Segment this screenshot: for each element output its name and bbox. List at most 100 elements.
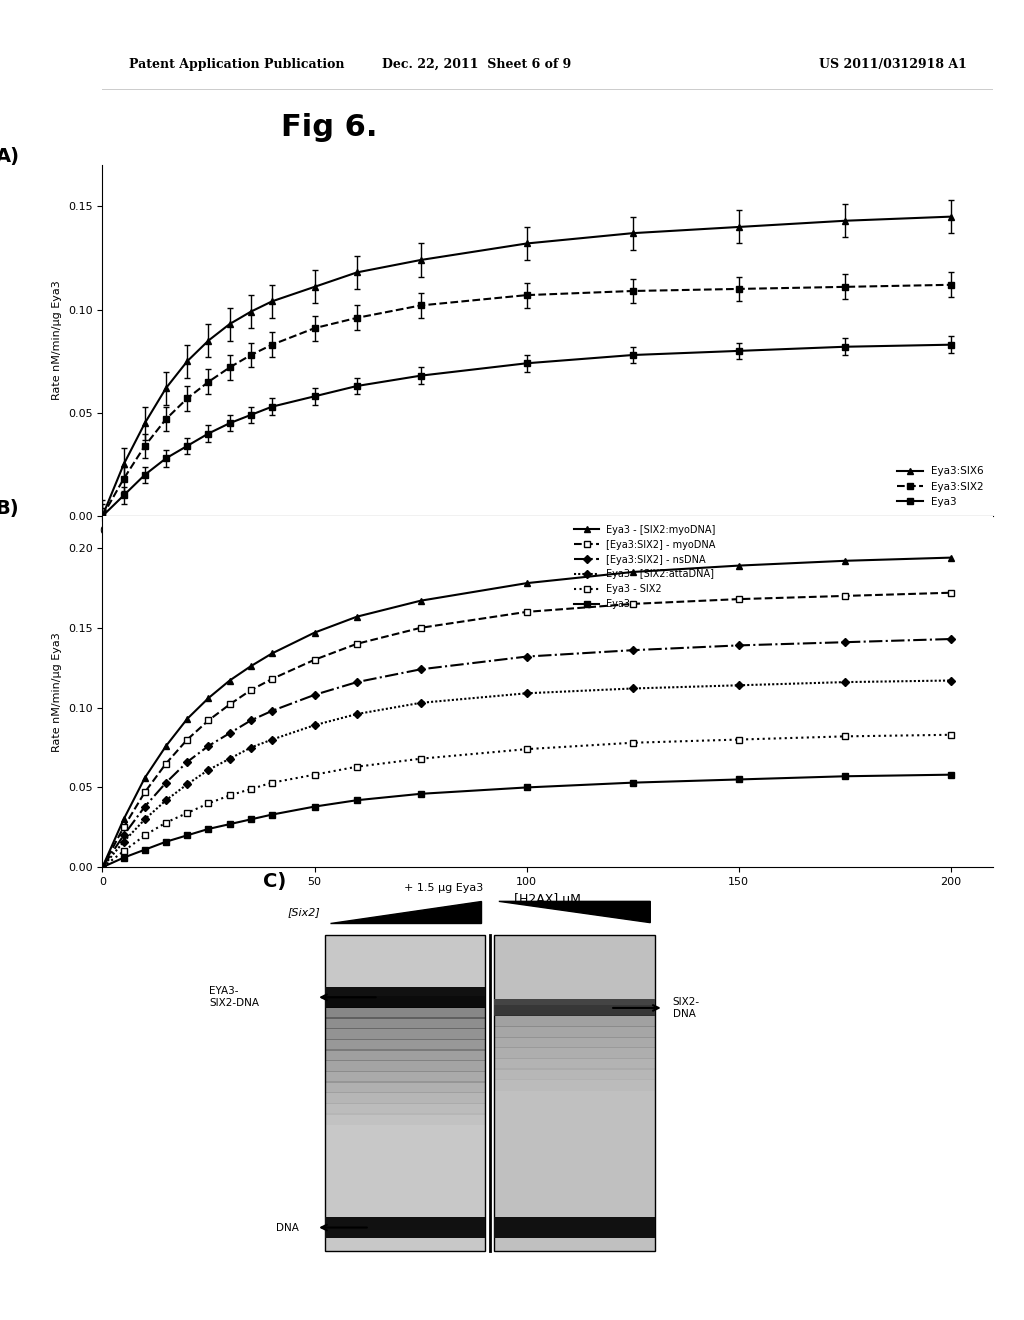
Bar (326, 1102, 485, 1114)
Eya3:SIX2 (627, 282, 639, 298)
Eya3 - [SIX2:myoDNA] (308, 624, 321, 640)
Bar (495, 1068, 654, 1080)
Eya3 - SIX2 (266, 775, 279, 791)
Bar (326, 986, 485, 1008)
Bar (326, 1060, 485, 1072)
Eya3 - [SIX2:attaDNA] (118, 834, 130, 850)
Eya3 - [SIX2:attaDNA] (223, 751, 236, 767)
[Eya3:SIX2] - nsDNA (415, 661, 427, 677)
Bar (326, 1039, 485, 1051)
Eya3 (839, 768, 851, 784)
[Eya3:SIX2] - myoDNA (627, 597, 639, 612)
Eya3 - [SIX2:attaDNA] (96, 859, 109, 875)
Eya3 - [SIX2:attaDNA] (245, 739, 257, 755)
Line: Eya3:SIX2: Eya3:SIX2 (99, 281, 954, 520)
[Eya3:SIX2] - myoDNA (181, 731, 194, 747)
Eya3:SIX6 (839, 213, 851, 228)
Bar (326, 936, 485, 1251)
Bar (326, 1081, 485, 1093)
Legend: Eya3 - [SIX2:myoDNA], [Eya3:SIX2] - myoDNA, [Eya3:SIX2] - nsDNA, Eya3 - [SIX2:at: Eya3 - [SIX2:myoDNA], [Eya3:SIX2] - myoD… (570, 521, 720, 612)
[Eya3:SIX2] - myoDNA (223, 697, 236, 713)
Bar (326, 1007, 485, 1019)
Eya3 (945, 337, 957, 352)
Bar (326, 1092, 485, 1104)
Eya3 (415, 785, 427, 801)
Text: Dec. 22, 2011  Sheet 6 of 9: Dec. 22, 2011 Sheet 6 of 9 (382, 58, 571, 71)
Eya3 (138, 467, 151, 483)
Line: Eya3: Eya3 (99, 342, 953, 519)
Eya3 - [SIX2:myoDNA] (520, 576, 532, 591)
Eya3:SIX6 (520, 235, 532, 251)
Text: [Six2]: [Six2] (288, 907, 321, 917)
[Eya3:SIX2] - nsDNA (266, 704, 279, 719)
Eya3:SIX6 (308, 279, 321, 294)
[Eya3:SIX2] - nsDNA (945, 631, 957, 647)
Polygon shape (330, 902, 481, 923)
Eya3 (118, 487, 130, 503)
Eya3 - SIX2 (520, 742, 532, 758)
Eya3 - [SIX2:myoDNA] (96, 859, 109, 875)
Eya3 (732, 771, 744, 787)
Eya3 - SIX2 (203, 796, 215, 812)
Eya3:SIX2 (351, 310, 364, 326)
[Eya3:SIX2] - nsDNA (732, 638, 744, 653)
[Eya3:SIX2] - nsDNA (223, 725, 236, 741)
Y-axis label: Rate nM/min/μg Eya3: Rate nM/min/μg Eya3 (52, 281, 62, 400)
Eya3 (181, 828, 194, 843)
Eya3 (181, 438, 194, 454)
Bar (495, 999, 654, 1016)
Eya3 (520, 355, 532, 371)
Eya3 - SIX2 (96, 859, 109, 875)
Eya3 (203, 425, 215, 441)
Eya3 - [SIX2:attaDNA] (181, 776, 194, 792)
Bar (495, 936, 654, 1251)
Eya3 (266, 807, 279, 822)
Text: B): B) (0, 499, 19, 517)
Text: + 1.5 μg Eya3: + 1.5 μg Eya3 (403, 883, 482, 892)
Eya3:SIX6 (138, 416, 151, 432)
Eya3 - SIX2 (839, 729, 851, 744)
Eya3 (223, 416, 236, 432)
Bar (495, 1026, 654, 1038)
Bar (326, 1217, 485, 1238)
Line: Eya3 - SIX2: Eya3 - SIX2 (99, 733, 953, 870)
Eya3:SIX6 (266, 293, 279, 309)
Eya3:SIX6 (415, 252, 427, 268)
Eya3:SIX2 (138, 438, 151, 454)
Eya3 - [SIX2:myoDNA] (351, 609, 364, 624)
Text: Fig 6.: Fig 6. (281, 114, 377, 141)
Eya3:SIX6 (223, 315, 236, 331)
Eya3 - [SIX2:myoDNA] (160, 738, 172, 754)
Eya3 (203, 821, 215, 837)
[Eya3:SIX2] - myoDNA (96, 859, 109, 875)
Eya3 (945, 767, 957, 783)
Eya3 (415, 368, 427, 384)
[Eya3:SIX2] - myoDNA (839, 587, 851, 603)
Eya3 (266, 399, 279, 414)
Eya3 - SIX2 (627, 735, 639, 751)
[Eya3:SIX2] - nsDNA (118, 828, 130, 843)
Eya3 (627, 347, 639, 363)
Eya3 - [SIX2:attaDNA] (266, 731, 279, 747)
[Eya3:SIX2] - nsDNA (351, 675, 364, 690)
Line: Eya3 - [SIX2:myoDNA]: Eya3 - [SIX2:myoDNA] (99, 554, 954, 871)
[Eya3:SIX2] - myoDNA (160, 755, 172, 771)
Eya3 - [SIX2:myoDNA] (627, 564, 639, 579)
[Eya3:SIX2] - myoDNA (520, 605, 532, 620)
Text: SIX2-
DNA: SIX2- DNA (673, 997, 699, 1019)
[Eya3:SIX2] - myoDNA (245, 682, 257, 698)
[Eya3:SIX2] - nsDNA (308, 686, 321, 702)
Eya3 - SIX2 (181, 805, 194, 821)
Bar (326, 1018, 485, 1030)
Eya3 - [SIX2:attaDNA] (203, 762, 215, 777)
Text: C): C) (263, 871, 286, 891)
Eya3 - [SIX2:attaDNA] (732, 677, 744, 693)
Eya3:SIX2 (308, 321, 321, 337)
Eya3 - [SIX2:myoDNA] (223, 673, 236, 689)
Eya3:SIX6 (945, 209, 957, 224)
Eya3:SIX6 (181, 354, 194, 370)
[Eya3:SIX2] - myoDNA (351, 636, 364, 652)
Bar (495, 1005, 654, 1016)
X-axis label: [H2AX] μM: [H2AX] μM (514, 541, 582, 554)
Bar (326, 997, 485, 1008)
